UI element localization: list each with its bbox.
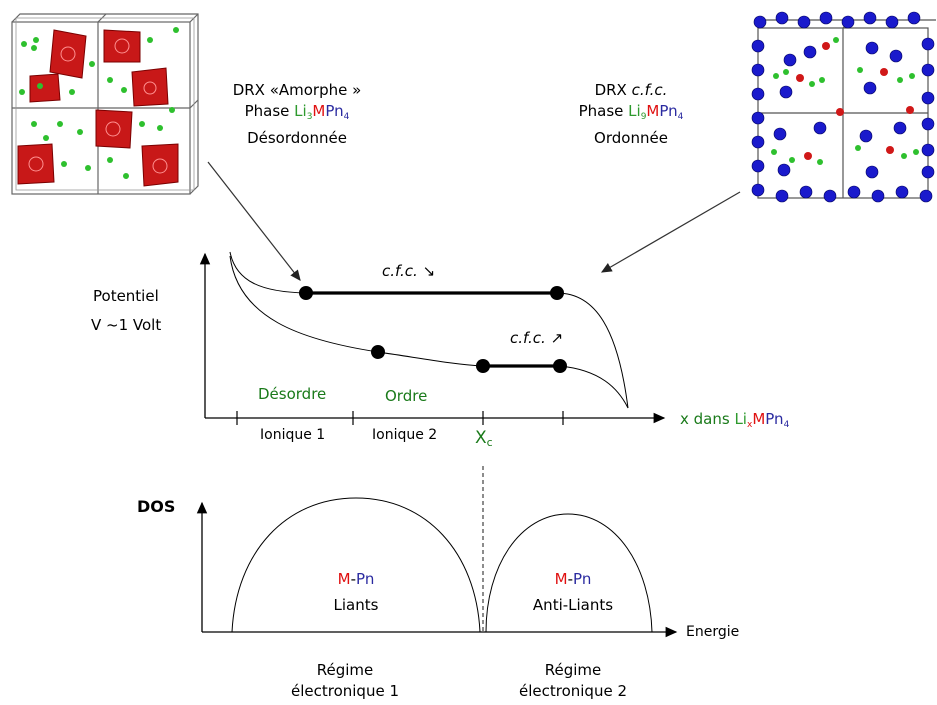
- arrow-right-to-plateau: [600, 191, 741, 273]
- regime-2-line2: électronique 2: [518, 682, 627, 700]
- regime-2-line1: Régime: [544, 661, 602, 679]
- bonding-formula: M-Pn: [337, 570, 375, 588]
- point-plateau-start: [299, 286, 313, 300]
- antibonding-band: [485, 513, 653, 633]
- regime-1-label: Régime électronique 1: [270, 660, 420, 702]
- dos-xlabel: Energie: [686, 624, 740, 640]
- left-drx-label: DRX «Amorphe »: [232, 81, 362, 99]
- region-order-label: Ordre: [385, 387, 428, 405]
- ionique-2-label: Ionique 2: [372, 427, 438, 443]
- bonding-label: M-Pn Liants: [306, 566, 406, 618]
- dos-ylabel: DOS: [137, 497, 176, 516]
- regime-1-line2: électronique 1: [290, 682, 399, 700]
- regime-1-line1: Régime: [316, 661, 374, 679]
- right-phase-formula: Phase Li9MPn4: [578, 102, 684, 122]
- point-plateau-end: [550, 286, 564, 300]
- potential-ylabel-2: V ~1 Volt: [91, 316, 162, 334]
- bonding-band: [231, 497, 481, 633]
- right-phase-label: DRX c.f.c. Phase Li9MPn4 Ordonnée: [566, 80, 696, 149]
- antibonding-formula: M-Pn: [554, 570, 592, 588]
- right-order-label: Ordonnée: [594, 129, 668, 147]
- left-order-label: Désordonnée: [247, 129, 347, 147]
- ionique-1-label: Ionique 1: [260, 427, 326, 443]
- left-phase-formula: Phase Li3MPn4: [244, 102, 350, 122]
- left-phase-label: DRX «Amorphe » Phase Li3MPn4 Désordonnée: [212, 80, 382, 149]
- cfc-down-label: c.f.c. ↘: [382, 262, 436, 280]
- discharge-curve: [229, 255, 629, 409]
- cfc-up-label: c.f.c. ↗: [510, 329, 564, 347]
- point-order: [371, 345, 385, 359]
- antibonding-text: Anti-Liants: [532, 596, 614, 614]
- potential-xlabel: x dans LixMPn4: [680, 410, 790, 430]
- right-drx-label: DRX c.f.c.: [594, 81, 668, 99]
- potential-ylabel-1: Potentiel: [93, 287, 159, 305]
- xc-label: Xc: [475, 428, 493, 449]
- point-lower-end: [553, 359, 567, 373]
- regime-2-label: Régime électronique 2: [498, 660, 648, 702]
- point-xc: [476, 359, 490, 373]
- arrow-left-to-plateau: [207, 161, 301, 281]
- bonding-text: Liants: [333, 596, 379, 614]
- region-disorder-label: Désordre: [258, 385, 327, 403]
- antibonding-label: M-Pn Anti-Liants: [518, 566, 628, 618]
